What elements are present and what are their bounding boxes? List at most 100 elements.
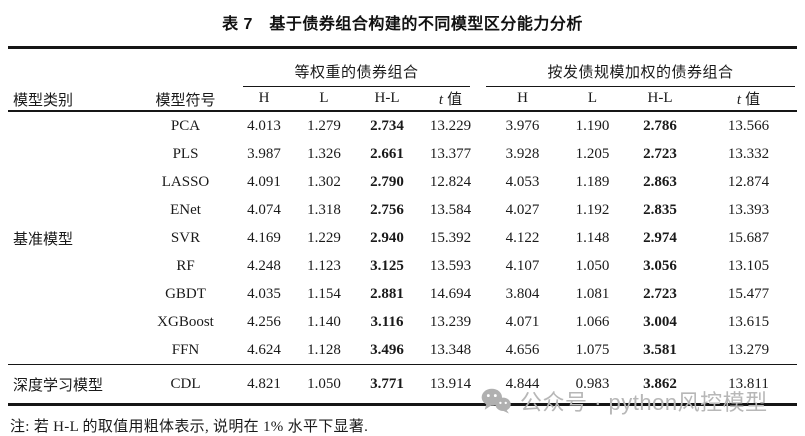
table-cell: 13.615 [727,313,770,330]
group-header-issuance-weight: 按发债规模加权的债券组合 [480,48,797,87]
table-row-ffn: FFN 4.624 1.128 3.496 13.348 4.656 1.075… [8,336,797,365]
table-cell: 13.229 [429,117,472,134]
paper-page: 表 7 基于债券组合构建的不同模型区分能力分析 模型类别 模型符号 等权重的债券… [0,10,805,435]
col-header-hl-weighted: H-L [647,90,673,106]
table-cell: 3.976 [505,117,540,134]
table-note: 注: 若 H-L 的取值用粗体表示, 说明在 1% 水平下显著. [10,419,369,435]
table-cell: 0.983 [565,364,621,406]
table-row-rf: RF 4.248 1.123 3.125 13.593 4.107 1.050 … [8,252,797,280]
table-cell: 15.477 [727,285,770,302]
table-cell: 4.053 [505,173,540,190]
col-header-hl-equal: H-L [374,90,400,106]
table-cell: 3.987 [247,145,281,162]
table-cell: 13.348 [429,341,472,358]
table-cell: 13.332 [727,145,770,162]
table-cell: 1.229 [307,229,341,246]
table-cell: 1.189 [575,173,610,190]
table-cell: 1.205 [575,145,610,162]
table-cell: 4.071 [505,313,540,330]
table-cell: 4.624 [247,341,281,358]
table-row-svr: SVR 4.169 1.229 2.940 15.392 4.122 1.148… [8,224,797,252]
table-cell: 4.074 [247,201,281,218]
table-cell: 1.190 [575,117,610,134]
table-cell: 1.326 [307,145,341,162]
results-table: 模型类别 模型符号 等权重的债券组合 按发债规模加权的债券组合 H L H-L … [8,46,798,406]
table-cell: 1.279 [307,117,341,134]
model-symbol-cell: PLS [172,145,199,162]
model-symbol-cell: PCA [170,117,201,134]
table-cell: 12.874 [727,173,770,190]
t-cn: 值 [447,92,463,108]
table-cell: 4.013 [247,117,281,134]
col-header-h-weighted: H [517,90,528,106]
table-cell: 1.066 [575,313,610,330]
table-row-lasso: LASSO 4.091 1.302 2.790 12.824 4.053 1.1… [8,168,797,196]
table-cell: 1.192 [575,201,610,218]
table-cell: 4.256 [247,313,281,330]
table-cell: 4.091 [247,173,281,190]
table-cell: 13.239 [429,313,472,330]
table-cell: 4.844 [480,364,566,406]
group-header-equal-weight: 等权重的债券组合 [233,48,480,87]
col-header-model-symbol: 模型符号 [155,93,216,109]
table-cell-hl: 2.881 [370,285,404,302]
table-body: 基准模型 PCA 4.013 1.279 2.734 13.229 3.976 … [8,111,798,406]
table-cell: 13.914 [421,364,481,406]
table-cell-hl: 3.116 [370,313,404,330]
table-row-xgboost: XGBoost 4.256 1.140 3.116 13.239 4.071 1… [8,308,797,336]
table-cell: 13.279 [727,341,770,358]
group-header-issuance-weight-label: 按发债规模加权的债券组合 [486,61,796,87]
col-header-l-equal: L [319,90,329,106]
table-cell: 1.302 [307,173,341,190]
table-cell: 13.105 [727,257,770,274]
table-cell: 15.392 [429,229,472,246]
model-symbol-cell: RF [176,257,195,274]
table-cell: 4.821 [233,364,295,406]
table-title: 表 7 基于债券组合构建的不同模型区分能力分析 [222,16,583,33]
table-cell: 13.584 [429,201,472,218]
table-cell: 3.928 [505,145,540,162]
table-cell: 13.811 [700,364,798,406]
table-cell: 13.377 [429,145,472,162]
table-cell-hl: 2.790 [370,173,404,190]
table-row-pls: PLS 3.987 1.326 2.661 13.377 3.928 1.205… [8,140,797,168]
category-cell-benchmark: 基准模型 [13,231,74,248]
table-cell-hl: 2.661 [370,145,404,162]
table-cell-hl: 2.835 [643,201,677,218]
model-symbol-cell: GBDT [165,285,206,302]
table-cell: 4.656 [505,341,540,358]
table-cell: 13.393 [727,201,770,218]
group-header-equal-weight-label: 等权重的债券组合 [243,61,471,87]
table-cell: 14.694 [429,285,472,302]
table-cell-hl: 2.974 [643,229,677,246]
table-cell-hl: 2.786 [643,117,677,134]
table-cell-hl: 3.125 [370,257,404,274]
table-row-enet: ENet 4.074 1.318 2.756 13.584 4.027 1.19… [8,196,797,224]
table-cell: 4.035 [247,285,281,302]
model-symbol-cell: SVR [170,229,201,246]
table-cell-hl: 2.863 [643,173,677,190]
table-cell: 4.248 [247,257,281,274]
table-cell: 1.123 [307,257,341,274]
table-cell: 15.687 [727,229,770,246]
table-cell-hl: 2.723 [643,285,677,302]
table-cell-hl: 3.056 [643,257,677,274]
table-cell-hl: 3.771 [353,364,421,406]
group-header-row: 模型类别 模型符号 等权重的债券组合 按发债规模加权的债券组合 [8,48,797,109]
col-header-h-equal: H [258,90,270,106]
table-cell: 13.566 [727,117,770,134]
table-row-pca: 基准模型 PCA 4.013 1.279 2.734 13.229 3.976 … [8,111,797,248]
model-symbol-cell: FFN [171,341,200,358]
table-cell: 1.050 [575,257,610,274]
table-cell: 13.593 [429,257,472,274]
table-cell-hl: 2.723 [643,145,677,162]
table-cell: 4.107 [505,257,540,274]
model-symbol-cell: ENet [170,201,201,218]
table-cell-hl: 2.734 [370,117,404,134]
table-cell: 1.081 [575,285,610,302]
t-italic: t [736,92,742,108]
t-cn: 值 [745,92,761,108]
table-cell: 1.148 [575,229,610,246]
